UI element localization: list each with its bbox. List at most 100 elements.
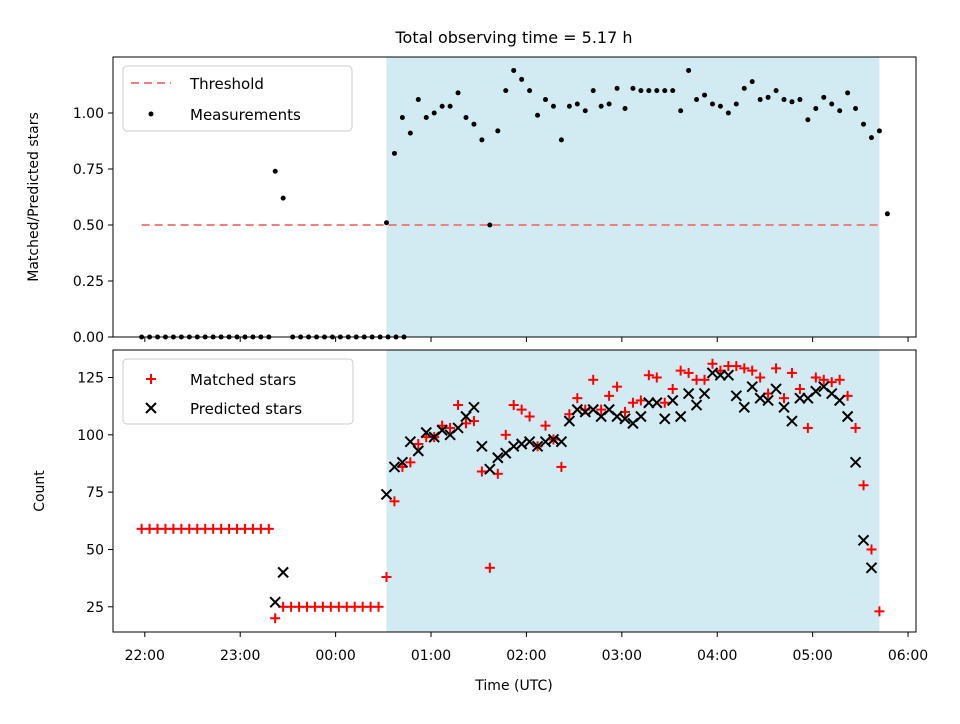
top-y-tick-label: 0.50	[73, 218, 104, 234]
measurement-point	[423, 114, 429, 120]
matched-stars-point	[675, 365, 686, 376]
predicted-stars-point	[746, 380, 758, 393]
measurement-point	[479, 137, 485, 143]
measurement-point	[709, 101, 715, 107]
measurement-point	[582, 108, 588, 114]
measurement-point	[487, 222, 493, 228]
measurement-point	[471, 121, 477, 127]
measurement-point	[280, 195, 286, 201]
x-tick-label: 01:00	[411, 648, 451, 664]
matched-stars-point	[270, 613, 281, 624]
matched-stars-point	[683, 367, 694, 378]
x-tick-label: 03:00	[602, 648, 642, 664]
predicted-stars-point	[571, 403, 584, 416]
predicted-stars-point	[778, 401, 790, 414]
x-tick-label: 22:00	[125, 648, 165, 664]
bottom-y-tick-label: 75	[86, 485, 104, 501]
bottom-y-tick-label: 50	[86, 542, 104, 558]
measurement-point	[868, 135, 874, 141]
matched-stars-point	[707, 358, 718, 369]
predicted-stars-point	[667, 394, 679, 407]
measurement-point	[606, 101, 612, 107]
measurement-point	[495, 128, 501, 134]
measurement-point	[415, 97, 421, 103]
matched-stars-point	[635, 395, 646, 406]
matched-stars-point	[572, 393, 583, 404]
predicted-stars-point	[865, 562, 878, 574]
matched-stars-point	[786, 367, 797, 378]
measurement-point	[773, 88, 779, 94]
measurement-point	[853, 106, 859, 112]
matched-stars-point	[739, 363, 750, 374]
measurement-point	[391, 150, 397, 156]
predicted-stars-point	[468, 401, 480, 414]
measurement-point	[447, 103, 453, 109]
matched-stars-point	[612, 381, 623, 392]
predicted-stars-point	[531, 440, 544, 452]
measurement-point	[622, 106, 628, 112]
predicted-stars-point	[833, 394, 846, 407]
predicted-stars-point	[698, 387, 711, 400]
measurement-point	[781, 97, 787, 103]
predicted-stars-point	[849, 456, 862, 469]
measurement-point	[399, 114, 405, 120]
predicted-stars-point	[635, 410, 647, 423]
predicted-stars-point	[269, 596, 281, 608]
measurement-point	[678, 108, 684, 114]
predicted-stars-point	[412, 445, 425, 457]
matched-stars-point	[516, 404, 527, 415]
matched-stars-point	[699, 374, 710, 385]
measurement-point	[789, 99, 795, 105]
matched-stars-point	[755, 372, 766, 383]
x-tick-label: 04:00	[697, 648, 737, 664]
matched-stars-point	[381, 571, 392, 582]
measurement-point	[630, 85, 636, 91]
predicted-stars-point	[484, 463, 496, 475]
predicted-stars-point	[682, 387, 695, 400]
predicted-stars-point	[396, 456, 409, 469]
matched-stars-point	[667, 383, 678, 394]
predicted-stars-point	[436, 424, 448, 436]
predicted-stars-point	[547, 433, 560, 446]
matched-stars-point	[588, 374, 599, 385]
matched-stars-point	[604, 390, 615, 401]
measurement-point	[646, 88, 652, 94]
matched-stars-point	[834, 374, 845, 385]
top-y-tick-label: 0.00	[73, 330, 104, 346]
legend-matched-swatch	[146, 374, 156, 384]
x-tick-label: 05:00	[792, 648, 832, 664]
measurement-point	[543, 97, 549, 103]
predicted-stars-point	[420, 426, 432, 439]
predicted-stars-point	[563, 415, 576, 427]
x-tick-label: 06:00	[888, 648, 928, 664]
predicted-stars-point	[476, 440, 488, 452]
bottom-y-tick-label: 25	[86, 600, 104, 616]
x-tick-label: 23:00	[220, 648, 260, 664]
x-tick-label: 02:00	[506, 648, 546, 664]
matched-stars-point	[508, 400, 519, 411]
measurement-point	[511, 67, 517, 73]
matched-stars-point	[263, 523, 274, 534]
matched-stars-point	[850, 422, 861, 433]
predicted-stars-point	[611, 410, 623, 423]
chart-title: Total observing time = 5.17 h	[394, 28, 632, 47]
measurement-point	[566, 103, 572, 109]
measurement-point	[654, 88, 660, 94]
measurement-point	[797, 97, 803, 103]
predicted-stars-point	[770, 383, 782, 395]
measurement-point	[686, 67, 692, 73]
bottom-y-tick-label: 125	[77, 371, 104, 387]
top-axes-frame	[112, 56, 917, 338]
measurement-point	[805, 117, 811, 123]
measurement-point	[535, 112, 541, 118]
measurement-point	[439, 103, 445, 109]
predicted-stars-point	[523, 436, 536, 448]
measurement-point	[741, 85, 747, 91]
bottom-legend: Matched stars Predicted stars	[122, 358, 354, 425]
legend-predicted-label: Predicted stars	[190, 400, 302, 418]
matched-stars-point	[500, 429, 511, 440]
predicted-stars-point	[277, 566, 289, 579]
matched-stars-point	[858, 480, 869, 491]
predicted-stars-point	[674, 410, 687, 423]
